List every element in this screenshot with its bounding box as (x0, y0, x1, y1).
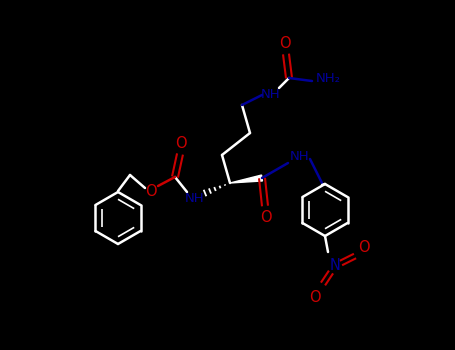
Text: NH: NH (290, 150, 310, 163)
Text: O: O (309, 290, 321, 306)
Text: NH: NH (185, 193, 205, 205)
Text: O: O (279, 35, 291, 50)
Text: O: O (358, 239, 370, 254)
Text: O: O (145, 184, 157, 200)
Polygon shape (230, 175, 263, 183)
Text: N: N (329, 259, 340, 273)
Text: NH: NH (261, 89, 281, 101)
Text: NH₂: NH₂ (315, 71, 340, 84)
Text: O: O (260, 210, 272, 224)
Text: O: O (175, 135, 187, 150)
